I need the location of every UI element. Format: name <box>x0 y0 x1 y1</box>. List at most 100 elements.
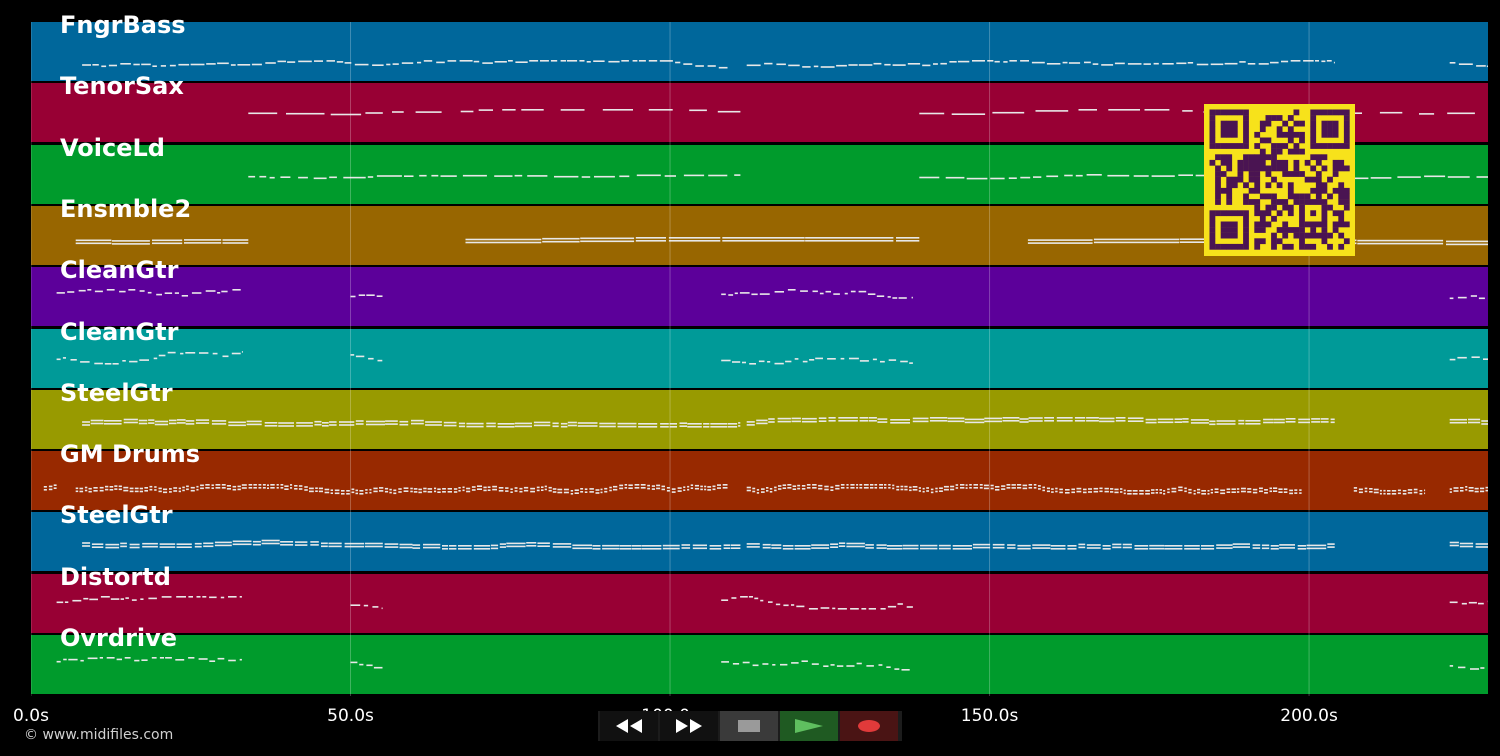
note <box>471 489 476 491</box>
note <box>762 546 771 549</box>
track-lane[interactable]: FngrBass <box>31 11 1488 81</box>
note <box>1074 417 1086 419</box>
note <box>1184 548 1200 550</box>
note <box>118 488 122 491</box>
note <box>1447 112 1475 115</box>
rewind-button[interactable] <box>600 711 658 741</box>
note <box>683 486 686 488</box>
note <box>756 422 768 425</box>
fast-forward-button[interactable] <box>660 711 718 741</box>
note <box>483 489 487 492</box>
note <box>955 484 959 486</box>
note <box>1449 488 1452 490</box>
note <box>1007 544 1016 546</box>
note <box>1273 490 1278 492</box>
note <box>494 61 507 63</box>
track-lane[interactable]: SteelGtr <box>31 379 1488 449</box>
note <box>149 485 153 488</box>
note <box>510 488 513 490</box>
note <box>505 490 509 492</box>
note <box>1353 490 1358 492</box>
note <box>453 488 458 490</box>
track-lane[interactable]: SteelGtr <box>31 501 1488 571</box>
note <box>123 421 138 424</box>
note <box>904 488 908 491</box>
note <box>595 492 600 494</box>
note <box>752 487 756 490</box>
note <box>1067 545 1077 547</box>
note <box>992 546 1005 549</box>
note <box>1123 489 1126 492</box>
note <box>604 487 608 490</box>
note <box>226 485 231 487</box>
note <box>466 422 484 425</box>
note <box>230 64 236 66</box>
note <box>329 421 337 423</box>
note <box>708 174 728 177</box>
note <box>1027 239 1093 241</box>
note <box>887 605 897 608</box>
note <box>1471 356 1480 358</box>
note <box>827 358 836 360</box>
track-lane[interactable]: Ovrdrive <box>31 624 1488 694</box>
note <box>830 546 839 548</box>
note <box>580 488 584 490</box>
note <box>830 486 834 488</box>
track-lane[interactable]: GM Drums <box>31 440 1488 510</box>
note <box>647 484 650 487</box>
record-button[interactable] <box>840 711 898 741</box>
note <box>1252 544 1261 546</box>
track-lane[interactable]: Distortd <box>31 563 1488 633</box>
time-tick-label: 50.0s <box>327 706 374 726</box>
note <box>83 597 89 600</box>
note <box>1197 488 1201 491</box>
stop-button[interactable] <box>720 711 778 741</box>
note <box>1201 490 1206 492</box>
note <box>537 545 550 547</box>
note <box>1283 488 1288 490</box>
note <box>1358 491 1363 494</box>
note <box>1459 542 1474 545</box>
note <box>411 419 424 422</box>
note <box>129 543 140 546</box>
note <box>329 424 337 426</box>
note <box>381 607 383 610</box>
note <box>867 293 876 295</box>
note <box>572 544 593 547</box>
note <box>912 420 929 423</box>
note <box>48 488 53 491</box>
note <box>647 487 650 490</box>
note <box>1011 487 1016 489</box>
note <box>280 176 291 178</box>
track-notes <box>82 60 1488 69</box>
note <box>466 487 471 490</box>
note <box>1056 417 1073 419</box>
note <box>294 488 298 490</box>
note <box>815 357 823 360</box>
note <box>1178 486 1183 489</box>
track-lane[interactable]: CleanGtr <box>31 318 1488 388</box>
note <box>1033 484 1037 486</box>
note <box>1086 420 1099 422</box>
note <box>584 488 588 490</box>
note <box>350 661 358 664</box>
note <box>1330 418 1335 421</box>
note <box>768 421 775 423</box>
note <box>373 487 378 490</box>
note <box>506 545 526 548</box>
note <box>983 487 989 490</box>
track-lane[interactable]: CleanGtr <box>31 256 1488 326</box>
note <box>818 417 827 419</box>
note <box>209 596 217 599</box>
note <box>339 421 355 423</box>
note <box>801 420 817 423</box>
note <box>536 489 540 492</box>
qr-code[interactable] <box>1204 104 1355 256</box>
copyright-text: © www.midifiles.com <box>24 727 174 743</box>
note <box>1178 174 1193 176</box>
play-button[interactable] <box>780 711 838 741</box>
note <box>1241 490 1246 493</box>
note <box>1086 544 1101 546</box>
note <box>1033 487 1037 489</box>
note <box>951 113 986 115</box>
